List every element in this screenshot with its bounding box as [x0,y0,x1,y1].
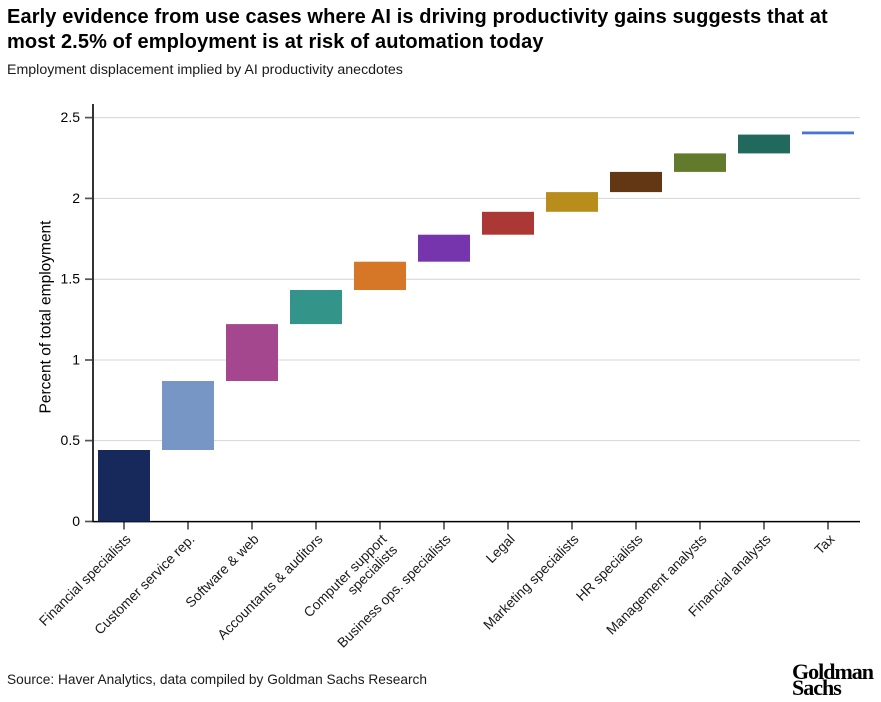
svg-text:HR specialists: HR specialists [573,531,645,603]
svg-text:2: 2 [72,190,80,206]
svg-text:0.5: 0.5 [61,432,81,448]
svg-text:0: 0 [72,513,80,529]
svg-text:1: 1 [72,352,80,368]
svg-text:Accountants & auditors: Accountants & auditors [215,531,326,642]
svg-text:Tax: Tax [812,531,838,557]
svg-text:Legal: Legal [483,532,517,566]
svg-text:2.5: 2.5 [61,109,81,125]
svg-text:1.5: 1.5 [61,271,81,287]
svg-text:Percent of total employment: Percent of total employment [38,220,55,414]
